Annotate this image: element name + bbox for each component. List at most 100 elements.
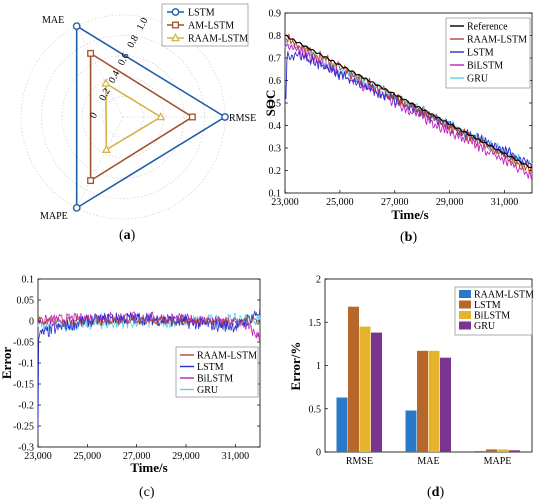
y-tick-label: 0.1 (269, 189, 282, 200)
legend-label: LSTM (474, 300, 501, 311)
bar-mape-raam-lstm (474, 451, 486, 452)
legend-marker (172, 21, 179, 29)
legend-label: LSTM (188, 8, 215, 19)
radar-axis-label-rmse: RMSE (229, 113, 256, 124)
x-tick-label: MAPE (484, 456, 512, 467)
bar-mape-bilstm (497, 449, 509, 452)
bar-mae-gru (440, 357, 451, 452)
x-tick-label: 23,000 (24, 451, 52, 462)
y-tick-label: 1.5 (309, 318, 322, 329)
panel-label-a: (a) (119, 228, 136, 243)
legend-swatch (459, 300, 471, 309)
radar-tick-labels: 0 0.2 0.4 0.60.8 1.0 (88, 16, 151, 120)
radar-marker (101, 144, 111, 153)
bar-axis-ticks: 0 0.5 1 1.5 2 RMSE MAE MAPE (309, 275, 512, 468)
error-bars (336, 306, 520, 452)
legend-marker (171, 33, 180, 42)
radar-grid-circle (61, 55, 185, 179)
y-tick-label: 1 (316, 361, 321, 372)
legend-label: AM-LSTM (188, 21, 234, 32)
x-tick-label: 27,000 (381, 197, 409, 208)
y-tick-label: 0.2 (269, 166, 282, 177)
legend-label: RAAM-LSTM (467, 35, 527, 46)
panel-label-c: (c) (139, 485, 155, 500)
legend-swatch (459, 311, 471, 319)
x-tick-label: 25,000 (326, 197, 354, 208)
x-tick-label: MAE (417, 456, 439, 467)
radar-marker (188, 113, 196, 121)
radar-grid-circle (102, 96, 144, 138)
legend-label: RAAM-LSTM (197, 351, 257, 362)
radar-spoke (76, 116, 124, 209)
panel-label-d: (d) (427, 485, 444, 500)
y-tick-label: -0.05 (13, 338, 34, 349)
y-tick-label: -0.15 (13, 380, 34, 391)
x-tick-label: 29,000 (172, 451, 200, 462)
legend-swatch (459, 321, 471, 330)
bar-mae-bilstm (428, 350, 440, 452)
error-axis-ticks: -0.3 -0.25 -0.2 -0.15 -0.1 -0.05 0 0.05 0.1 23,00… (13, 275, 260, 462)
x-tick-label: 23,000 (271, 197, 299, 208)
radar-tick-label: 0.6 (116, 51, 132, 67)
x-tick-label: 31,000 (222, 451, 250, 462)
error-ylabel: Error (0, 347, 14, 379)
bar-mae-lstm (417, 350, 428, 452)
radar-marker (101, 78, 111, 87)
x-tick-label: RMSE (346, 456, 373, 467)
error-series-lines (37, 306, 261, 435)
soc-line-reference (284, 34, 533, 169)
legend-label: GRU (474, 321, 496, 332)
y-tick-label: 0.6 (269, 76, 282, 87)
panel-a-radar: 0 0.2 0.4 0.60.8 1.0 MAE RMSE MAPE LSTM AM-LS… (20, 3, 256, 243)
panel-b-soc-chart: 0.1 0.2 0.3 0.4 0.5 0.6 0.7 0.8 0.9 23,000 25,000 2… (263, 9, 533, 245)
legend-label: LSTM (197, 362, 224, 373)
y-tick-label: -0.1 (18, 359, 34, 370)
radar-marker (87, 49, 95, 57)
bar-rmse-raam-lstm (336, 397, 348, 452)
soc-legend: Reference RAAM-LSTM LSTM BiLSTM GRU (445, 17, 531, 89)
bar-mape-gru (509, 450, 520, 452)
bar-mae-raam-lstm (405, 410, 417, 452)
legend-label: RAAM-LSTM (188, 34, 248, 45)
panel-d-bar-chart: 0 0.5 1 1.5 2 RMSE MAE MAPE Error/% RAAM-LSTMLS… (288, 275, 534, 501)
y-tick-label: 0.9 (269, 9, 282, 20)
legend-label: RAAM-LSTM (474, 290, 534, 301)
y-tick-label: 0.5 (269, 99, 282, 110)
bar-rmse-gru (371, 332, 382, 452)
radar-marker (72, 22, 81, 31)
bar-rmse-bilstm (359, 326, 371, 452)
error-line-bilstm (37, 311, 261, 341)
y-tick-label: 0.1 (22, 275, 35, 286)
radar-series (72, 22, 229, 212)
legend-marker (171, 8, 180, 16)
bar-mape-lstm (486, 449, 497, 452)
y-tick-label: 2 (316, 275, 321, 286)
bar-rmse-lstm (348, 306, 359, 452)
radar-marker (87, 177, 95, 185)
y-tick-label: 0 (29, 317, 34, 328)
radar-axis-label-mae: MAE (42, 15, 64, 26)
legend-swatch (459, 290, 471, 298)
radar-legend: LSTM AM-LSTM RAAM-LSTM (161, 3, 249, 47)
radar-spoke (76, 25, 124, 118)
radar-axis-label-mape: MAPE (40, 211, 68, 222)
panel-label-b: (b) (400, 230, 417, 245)
soc-axis-ticks: 0.1 0.2 0.3 0.4 0.5 0.6 0.7 0.8 0.9 23,000 25,000 2… (269, 9, 532, 208)
radar-tick-label: 1.0 (135, 16, 151, 32)
radar-tick-label: 0.2 (97, 87, 113, 103)
y-tick-label: -0.25 (13, 422, 34, 433)
x-tick-label: 31,000 (491, 197, 519, 208)
radar-marker (156, 112, 166, 121)
legend-label: BiLSTM (467, 61, 503, 72)
soc-series-lines (284, 33, 533, 180)
legend-label: Reference (467, 22, 508, 33)
legend-label: BiLSTM (197, 374, 233, 385)
radar-marker (221, 113, 229, 121)
y-tick-label: -0.3 (18, 443, 34, 454)
x-tick-label: 29,000 (436, 197, 464, 208)
bar-ylabel: Error/% (288, 342, 303, 391)
radar-tick-label: 0 (88, 111, 100, 121)
